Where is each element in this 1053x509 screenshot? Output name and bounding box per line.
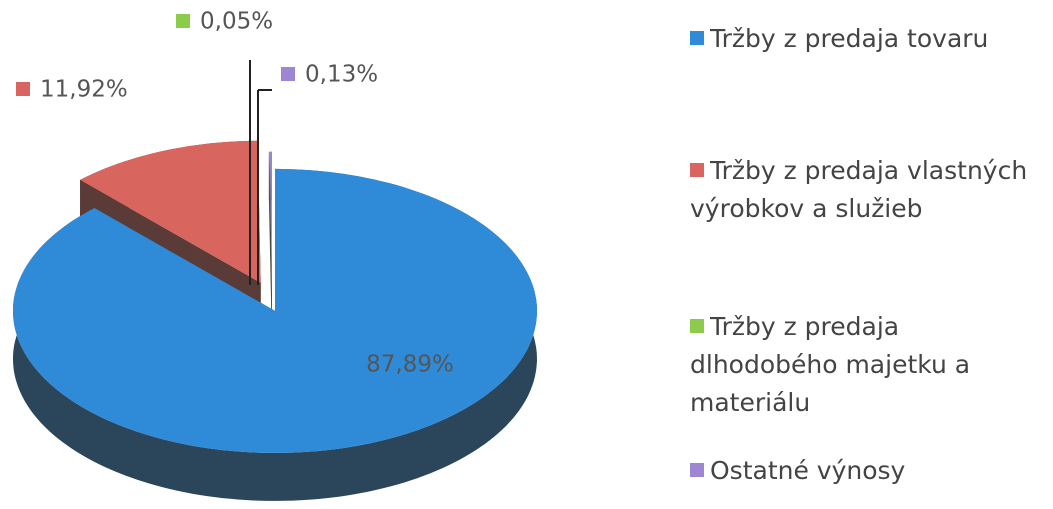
legend-swatch xyxy=(690,31,704,45)
slice xyxy=(13,168,537,453)
legend-swatch xyxy=(690,319,704,333)
legend-label: Ostatné výnosy xyxy=(710,456,906,485)
legend-item: Tržby z predaja dlhodobého majetku a mat… xyxy=(690,308,1040,422)
legend-label: Tržby z predaja dlhodobého majetku a mat… xyxy=(690,312,971,417)
label-swatch xyxy=(176,14,190,28)
label-swatch xyxy=(16,82,30,96)
slice xyxy=(80,140,261,283)
data-label: 87,89% xyxy=(366,352,454,378)
legend-label: Tržby z predaja vlastných výrobkov a slu… xyxy=(690,156,1028,223)
label-swatch xyxy=(281,67,295,81)
chart: 87,89% 11,92% 0,05% 0,13% xyxy=(13,9,537,501)
legend-item: Ostatné výnosy xyxy=(690,452,1040,490)
legend-item: Tržby z predaja vlastných výrobkov a slu… xyxy=(690,152,1040,228)
slice xyxy=(269,151,272,294)
legend-item: Tržby z predaja tovaru xyxy=(690,20,1040,58)
data-label: 0,05% xyxy=(200,9,273,35)
legend-swatch xyxy=(690,163,704,177)
data-label: 0,13% xyxy=(305,62,378,88)
legend-label: Tržby z predaja tovaru xyxy=(710,24,989,53)
legend-swatch xyxy=(690,463,704,477)
data-label: 11,92% xyxy=(40,77,128,103)
